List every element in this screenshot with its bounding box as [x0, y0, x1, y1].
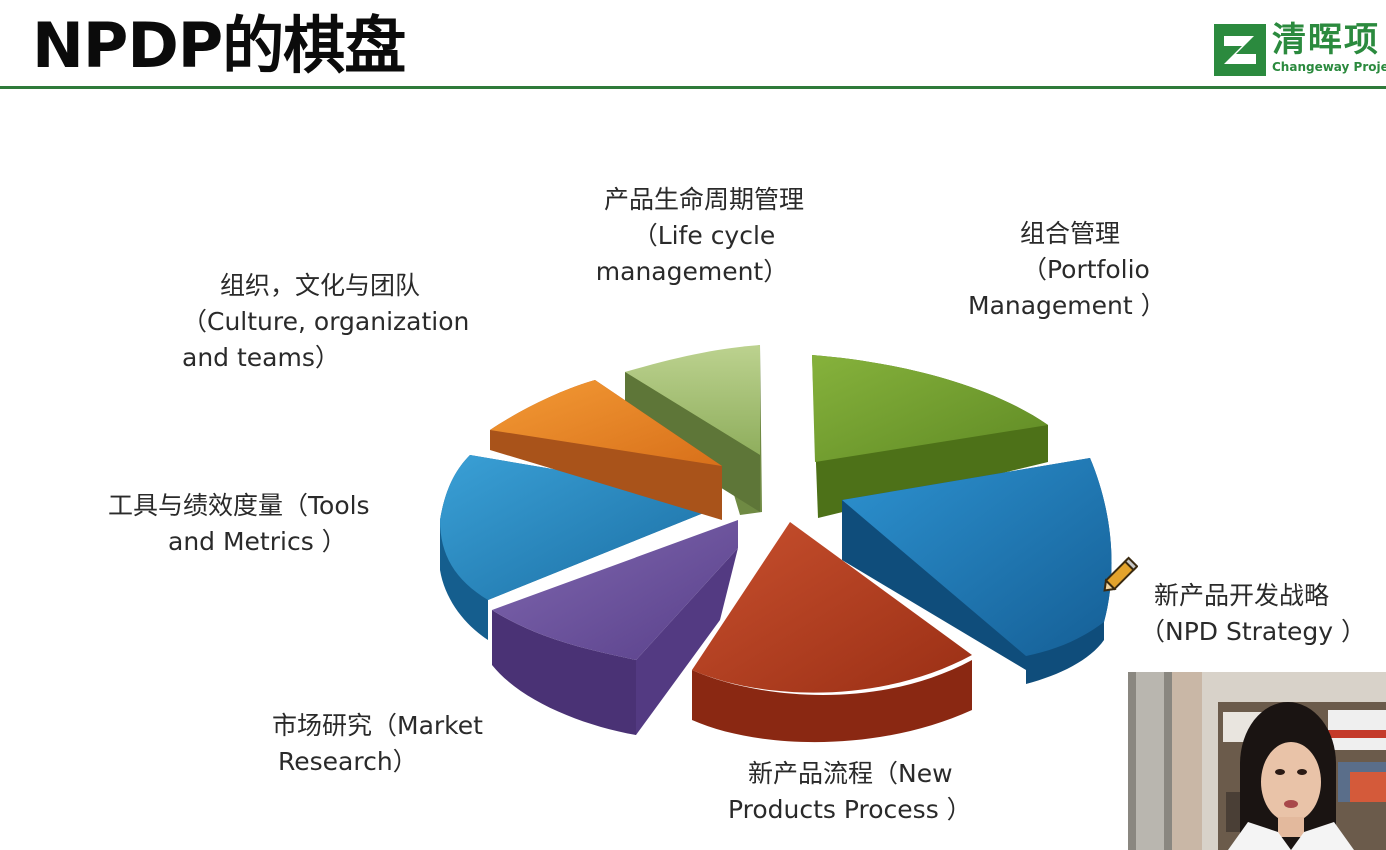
label-research: 市场研究（Market Research） — [272, 711, 483, 776]
segment-process — [692, 522, 972, 743]
label-process: 新产品流程（New Products Process ） — [728, 759, 972, 824]
logo-text-cn: 清晖项 — [1272, 20, 1380, 60]
logo-text-en: Changeway Projec — [1272, 60, 1386, 74]
company-logo: 清晖项 Changeway Projec — [1212, 20, 1386, 80]
label-culture: 组织，文化与团队 （Culture, organization and team… — [182, 271, 470, 372]
segment-lifecycle — [625, 345, 762, 515]
label-lifecycle: 产品生命周期管理 （Life cycle management） — [595, 185, 805, 286]
logo-mark-icon — [1214, 24, 1266, 76]
title-divider — [0, 86, 1386, 89]
segment-culture — [490, 380, 722, 520]
segment-portfolio — [812, 355, 1048, 518]
slide-title: NPDP的棋盘 — [32, 9, 406, 82]
label-tools: 工具与绩效度量（Tools and Metrics ） — [108, 491, 370, 556]
segment-strategy — [842, 458, 1112, 684]
label-portfolio: 组合管理 （Portfolio Management ） — [968, 219, 1166, 320]
label-strategy: 新产品开发战略 （NPD Strategy ） — [1140, 581, 1367, 646]
pencil-pointer-icon — [1098, 556, 1139, 598]
presenter-video — [1128, 672, 1386, 850]
segment-research — [492, 520, 738, 735]
